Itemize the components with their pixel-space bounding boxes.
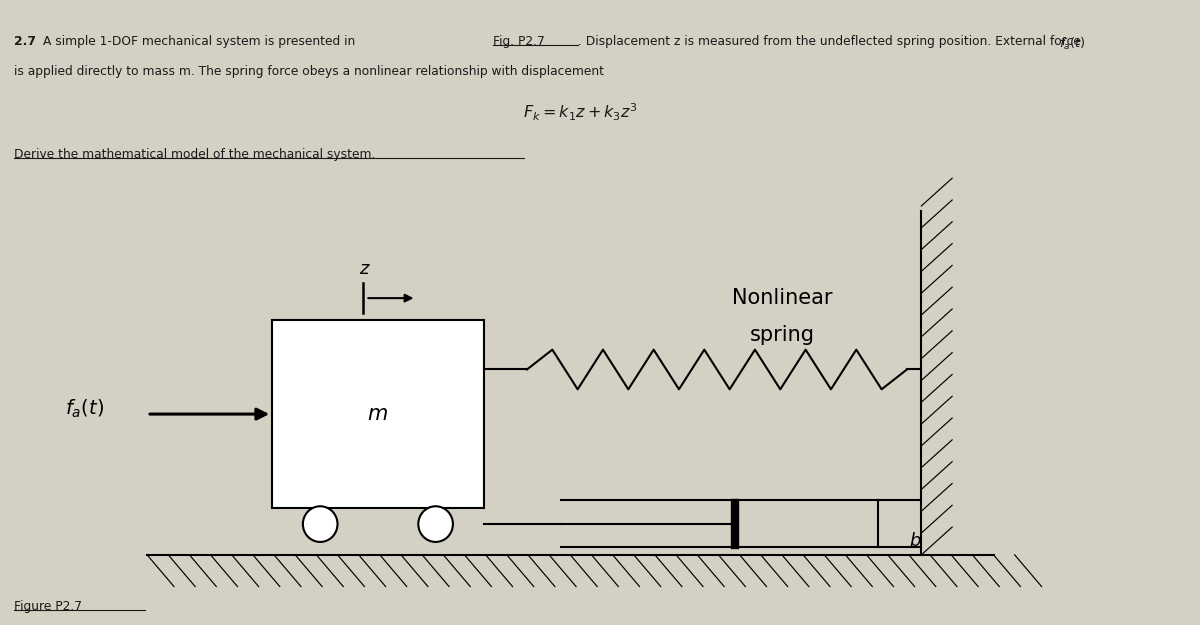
Text: b: b [908,531,920,549]
Text: $F_k = k_1 z + k_3 z^3$: $F_k = k_1 z + k_3 z^3$ [522,102,637,123]
Text: 2.7: 2.7 [14,36,41,49]
Text: A simple 1-DOF mechanical system is presented in: A simple 1-DOF mechanical system is pres… [43,36,359,49]
Text: m: m [367,404,388,424]
Text: $f_a(t)$: $f_a(t)$ [65,398,104,420]
Text: $f_a(t)$: $f_a(t)$ [1058,36,1085,52]
Bar [272,320,484,508]
Text: is applied directly to mass m. The spring force obeys a nonlinear relationship w: is applied directly to mass m. The sprin… [14,65,605,78]
Text: Nonlinear: Nonlinear [732,288,832,308]
Text: z: z [359,260,368,278]
Circle shape [419,506,452,542]
Text: Derive the mathematical model of the mechanical system.: Derive the mathematical model of the mec… [14,149,376,161]
Text: . Displacement z is measured from the undeflected spring position. External forc: . Displacement z is measured from the un… [578,36,1085,49]
Text: Figure P2.7: Figure P2.7 [14,601,83,613]
Text: spring: spring [749,325,815,345]
Circle shape [302,506,337,542]
Text: Fig. P2.7: Fig. P2.7 [493,36,545,49]
